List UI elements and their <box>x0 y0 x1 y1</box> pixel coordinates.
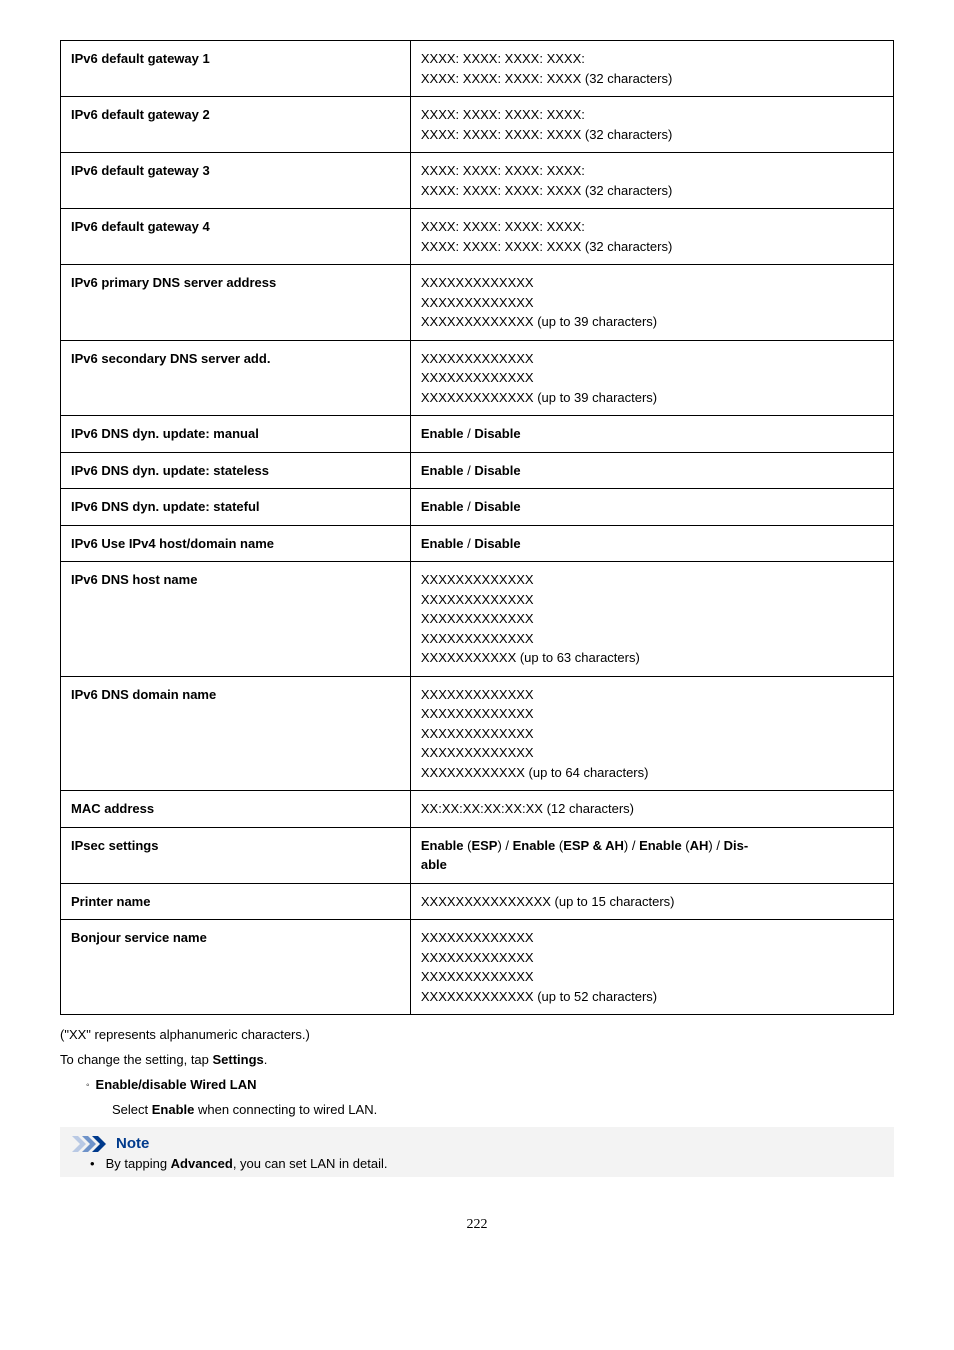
row-value: Enable / Disable <box>410 525 893 562</box>
table-row: IPv6 secondary DNS server add.XXXXXXXXXX… <box>61 340 894 416</box>
row-label: IPv6 secondary DNS server add. <box>61 340 411 416</box>
row-label: Bonjour service name <box>61 920 411 1015</box>
row-label: MAC address <box>61 791 411 828</box>
footnote-text: ("XX" represents alphanumeric characters… <box>60 1027 894 1042</box>
note-header: Note <box>72 1135 882 1152</box>
row-value: XXXXXXXXXXXXXXXXXXXXXXXXXXXXXXXXXXXXXXXX… <box>410 920 893 1015</box>
row-label: IPv6 default gateway 4 <box>61 209 411 265</box>
table-row: IPv6 Use IPv4 host/domain nameEnable / D… <box>61 525 894 562</box>
note-chevrons-icon <box>72 1136 110 1152</box>
note-bold: Advanced <box>171 1156 233 1171</box>
table-row: IPv6 primary DNS server addressXXXXXXXXX… <box>61 265 894 341</box>
row-value: XXXX: XXXX: XXXX: XXXX:XXXX: XXXX: XXXX:… <box>410 41 893 97</box>
table-row: IPv6 DNS dyn. update: statelessEnable / … <box>61 452 894 489</box>
change-bold: Settings <box>213 1052 264 1067</box>
row-label: IPsec settings <box>61 827 411 883</box>
row-value: XXXXXXXXXXXXXXXXXXXXXXXXXXXXXXXXXXXXXXXX… <box>410 562 893 677</box>
row-value: Enable / Disable <box>410 489 893 526</box>
bullet-icon: ◦ <box>86 1080 90 1091</box>
row-label: IPv6 DNS dyn. update: stateless <box>61 452 411 489</box>
change-setting-text: To change the setting, tap Settings. <box>60 1052 894 1067</box>
row-value: Enable / Disable <box>410 416 893 453</box>
sub-desc-prefix: Select <box>112 1102 152 1117</box>
table-row: IPv6 DNS domain nameXXXXXXXXXXXXXXXXXXXX… <box>61 676 894 791</box>
table-row: Bonjour service nameXXXXXXXXXXXXXXXXXXXX… <box>61 920 894 1015</box>
sub-item-row: ◦ Enable/disable Wired LAN <box>86 1077 894 1092</box>
row-value: Enable / Disable <box>410 452 893 489</box>
sub-desc-bold: Enable <box>152 1102 195 1117</box>
row-label: IPv6 primary DNS server address <box>61 265 411 341</box>
row-value: XXXXXXXXXXXXXXX (up to 15 characters) <box>410 883 893 920</box>
table-row: IPv6 default gateway 4XXXX: XXXX: XXXX: … <box>61 209 894 265</box>
bullet-dot-icon: • <box>90 1156 102 1171</box>
table-row: IPv6 DNS host nameXXXXXXXXXXXXXXXXXXXXXX… <box>61 562 894 677</box>
table-row: Printer nameXXXXXXXXXXXXXXX (up to 15 ch… <box>61 883 894 920</box>
sub-desc-suffix: when connecting to wired LAN. <box>194 1102 377 1117</box>
row-value: XXXX: XXXX: XXXX: XXXX:XXXX: XXXX: XXXX:… <box>410 209 893 265</box>
note-body: • By tapping Advanced, you can set LAN i… <box>90 1156 882 1171</box>
sub-item-desc: Select Enable when connecting to wired L… <box>112 1102 894 1117</box>
row-value: XXXXXXXXXXXXXXXXXXXXXXXXXXXXXXXXXXXXXXXX… <box>410 676 893 791</box>
settings-table: IPv6 default gateway 1XXXX: XXXX: XXXX: … <box>60 40 894 1015</box>
row-label: IPv6 DNS host name <box>61 562 411 677</box>
row-label: Printer name <box>61 883 411 920</box>
row-value: XX:XX:XX:XX:XX:XX (12 characters) <box>410 791 893 828</box>
note-suffix: , you can set LAN in detail. <box>233 1156 388 1171</box>
note-region: Note • By tapping Advanced, you can set … <box>60 1127 894 1177</box>
row-label: IPv6 DNS dyn. update: stateful <box>61 489 411 526</box>
row-label: IPv6 default gateway 3 <box>61 153 411 209</box>
table-row: IPv6 DNS dyn. update: statefulEnable / D… <box>61 489 894 526</box>
row-value: XXXX: XXXX: XXXX: XXXX:XXXX: XXXX: XXXX:… <box>410 153 893 209</box>
table-row: IPv6 default gateway 1XXXX: XXXX: XXXX: … <box>61 41 894 97</box>
table-row: MAC addressXX:XX:XX:XX:XX:XX (12 charact… <box>61 791 894 828</box>
row-value: XXXX: XXXX: XXXX: XXXX:XXXX: XXXX: XXXX:… <box>410 97 893 153</box>
change-prefix: To change the setting, tap <box>60 1052 213 1067</box>
row-value: XXXXXXXXXXXXXXXXXXXXXXXXXXXXXXXXXXXXXXX … <box>410 340 893 416</box>
row-label: IPv6 Use IPv4 host/domain name <box>61 525 411 562</box>
note-prefix: By tapping <box>106 1156 171 1171</box>
note-title: Note <box>116 1135 149 1152</box>
page-number: 222 <box>60 1217 894 1233</box>
sub-item-label: Enable/disable Wired LAN <box>96 1077 257 1092</box>
table-row: IPv6 DNS dyn. update: manualEnable / Dis… <box>61 416 894 453</box>
row-value: Enable (ESP) / Enable (ESP & AH) / Enabl… <box>410 827 893 883</box>
table-row: IPsec settingsEnable (ESP) / Enable (ESP… <box>61 827 894 883</box>
row-label: IPv6 DNS dyn. update: manual <box>61 416 411 453</box>
table-row: IPv6 default gateway 3XXXX: XXXX: XXXX: … <box>61 153 894 209</box>
row-label: IPv6 DNS domain name <box>61 676 411 791</box>
change-suffix: . <box>264 1052 268 1067</box>
row-value: XXXXXXXXXXXXXXXXXXXXXXXXXXXXXXXXXXXXXXX … <box>410 265 893 341</box>
row-label: IPv6 default gateway 2 <box>61 97 411 153</box>
row-label: IPv6 default gateway 1 <box>61 41 411 97</box>
table-row: IPv6 default gateway 2XXXX: XXXX: XXXX: … <box>61 97 894 153</box>
